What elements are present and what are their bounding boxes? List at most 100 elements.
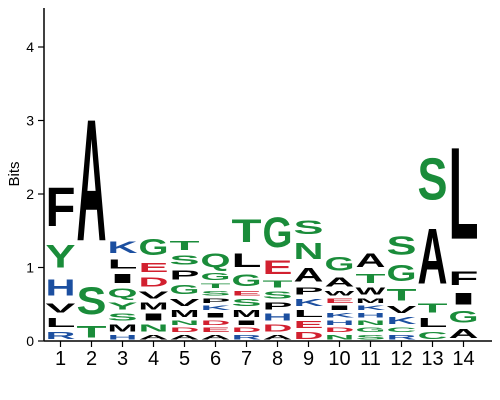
residue-letter: C bbox=[387, 326, 417, 333]
residue-letter: T bbox=[387, 286, 417, 304]
residue-letter: P bbox=[263, 301, 293, 312]
residue-letter: V bbox=[387, 304, 417, 315]
letter-stacks: RLVHYFTSAHMSYQILKANIMVDEGADNMVGPSTAEDIKP… bbox=[46, 83, 479, 341]
y-axis: 0 1 2 3 4 Bits bbox=[6, 8, 45, 349]
x-tick-label: 7 bbox=[241, 348, 252, 370]
x-tick-label: 8 bbox=[272, 348, 283, 370]
residue-letter: Y bbox=[46, 238, 76, 275]
x-tick-label: 1 bbox=[55, 348, 66, 370]
residue-letter: L bbox=[449, 119, 479, 266]
residue-letter: D bbox=[170, 326, 200, 333]
residue-letter: E bbox=[232, 290, 262, 297]
residue-letter: T bbox=[201, 282, 232, 289]
residue-letter: K bbox=[356, 304, 387, 311]
residue-letter: L bbox=[108, 256, 138, 271]
x-tick-label: 2 bbox=[86, 348, 97, 370]
residue-letter: I bbox=[201, 312, 231, 319]
residue-letter: K bbox=[325, 312, 356, 319]
residue-letter: H bbox=[356, 312, 386, 319]
x-tick-label: 13 bbox=[421, 348, 443, 370]
residue-letter: A bbox=[418, 213, 448, 301]
residue-letter: G bbox=[387, 260, 417, 286]
residue-letter: I bbox=[449, 290, 479, 308]
residue-letter: G bbox=[356, 326, 386, 333]
residue-letter: L bbox=[294, 308, 324, 319]
y-tick-label: 3 bbox=[26, 113, 34, 129]
x-tick-label: 5 bbox=[179, 348, 190, 370]
x-ticks: 1 2 3 4 5 6 7 8 9 10 11 12 13 14 bbox=[55, 341, 475, 370]
residue-letter: F bbox=[46, 176, 76, 239]
residue-letter: E bbox=[263, 257, 293, 279]
residue-letter: A bbox=[263, 334, 293, 341]
y-tick-label: 2 bbox=[26, 186, 34, 202]
residue-letter: T bbox=[77, 323, 107, 341]
residue-letter: D bbox=[201, 319, 231, 326]
residue-letter: D bbox=[294, 330, 324, 341]
residue-letter: G bbox=[201, 271, 231, 282]
x-tick-label: 9 bbox=[303, 348, 314, 370]
residue-letter: W bbox=[325, 289, 355, 296]
residue-letter: M bbox=[356, 297, 386, 304]
residue-letter: K bbox=[387, 316, 417, 327]
residue-letter: G bbox=[170, 283, 200, 298]
residue-letter: E bbox=[139, 260, 169, 275]
residue-letter: S bbox=[232, 297, 262, 308]
x-tick-label: 11 bbox=[360, 348, 381, 370]
residue-letter: N bbox=[170, 319, 200, 326]
x-axis: 1 2 3 4 5 6 7 8 9 10 11 12 13 14 bbox=[44, 340, 492, 370]
residue-letter: S bbox=[294, 217, 324, 239]
residue-letter: L bbox=[232, 249, 262, 271]
residue-letter: M bbox=[139, 300, 169, 311]
residue-letter: D bbox=[263, 323, 293, 334]
residue-letter: N bbox=[356, 319, 386, 326]
residue-letter: A bbox=[449, 326, 479, 341]
residue-letter: R bbox=[387, 334, 417, 341]
residue-letter: A bbox=[294, 264, 324, 286]
residue-letter: G bbox=[139, 234, 169, 260]
residue-letter: T bbox=[170, 238, 200, 253]
residue-letter: E bbox=[325, 297, 355, 304]
residue-letter: S bbox=[356, 334, 386, 341]
residue-letter: H bbox=[263, 312, 293, 323]
letter-stack: TSA bbox=[77, 83, 107, 341]
residue-letter: E bbox=[201, 326, 231, 333]
residue-letter: V bbox=[170, 297, 200, 308]
residue-letter: Y bbox=[108, 301, 138, 312]
residue-letter: L bbox=[46, 315, 76, 330]
residue-letter: V bbox=[139, 290, 169, 301]
residue-letter: T bbox=[356, 271, 386, 286]
residue-letter: T bbox=[418, 300, 448, 315]
residue-letter: G bbox=[325, 253, 355, 275]
residue-letter: A bbox=[139, 334, 169, 341]
residue-letter: F bbox=[449, 267, 479, 289]
residue-letter: S bbox=[77, 279, 107, 323]
residue-letter: T bbox=[232, 212, 263, 249]
residue-letter: A bbox=[201, 334, 231, 341]
residue-letter: D bbox=[232, 326, 262, 333]
residue-letter: A bbox=[170, 334, 200, 341]
residue-letter: G bbox=[263, 208, 293, 256]
residue-letter: I bbox=[232, 319, 262, 326]
residue-letter: C bbox=[418, 330, 448, 341]
residue-letter: I bbox=[139, 312, 169, 323]
y-tick-label: 4 bbox=[26, 39, 34, 55]
x-tick-label: 12 bbox=[390, 348, 412, 370]
x-tick-label: 14 bbox=[452, 348, 474, 370]
residue-letter: M bbox=[170, 308, 200, 319]
residue-letter: R bbox=[232, 334, 262, 341]
residue-letter: A bbox=[356, 249, 386, 271]
residue-letter: I bbox=[108, 271, 138, 286]
residue-letter: H bbox=[46, 276, 76, 301]
residue-letter: S bbox=[170, 253, 200, 268]
residue-letter: E bbox=[294, 319, 324, 330]
residue-letter: S bbox=[263, 290, 293, 301]
